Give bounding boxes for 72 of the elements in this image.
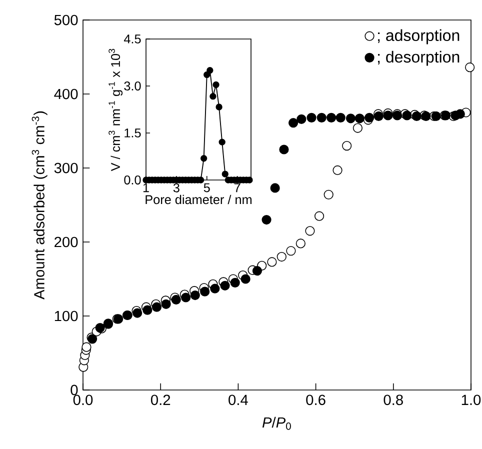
point xyxy=(352,123,363,133)
point xyxy=(200,286,210,296)
point xyxy=(142,305,152,315)
point xyxy=(152,302,162,312)
y-tick-label: 400 xyxy=(54,88,78,100)
y-tick-label: 0 xyxy=(70,384,78,396)
y-tick-label: 3.0 xyxy=(124,82,141,90)
x-tick-label: 0.4 xyxy=(228,394,248,406)
point xyxy=(279,144,289,154)
point xyxy=(204,71,210,78)
point xyxy=(262,214,272,225)
x-axis-title: Pore diameter / nm xyxy=(146,194,252,204)
y-tick-label: 0.0 xyxy=(124,176,141,184)
point xyxy=(346,114,356,124)
point xyxy=(190,290,200,300)
legend-label: ; adsorption xyxy=(378,29,460,44)
point xyxy=(326,112,336,122)
point xyxy=(276,252,286,262)
point xyxy=(210,284,220,294)
x-tick-label: 3 xyxy=(173,183,180,192)
point xyxy=(270,183,280,193)
point xyxy=(206,67,214,74)
y-axis-title: V / cm$^{3}$ nm$^{-1}$ g$^{-1}$ x 10$^{3}$ xyxy=(108,48,123,172)
point xyxy=(240,274,250,284)
point xyxy=(354,114,364,124)
point xyxy=(220,280,230,290)
point xyxy=(181,292,191,302)
x-tick-label: 1.0 xyxy=(462,394,481,406)
point xyxy=(212,81,220,88)
x-tick-label: 0.8 xyxy=(384,394,403,406)
point xyxy=(336,112,346,122)
point xyxy=(306,112,316,122)
y-tick-label: 1.5 xyxy=(124,128,141,138)
point xyxy=(465,62,475,72)
y-tick-label: 100 xyxy=(54,310,78,322)
point xyxy=(288,118,298,128)
point xyxy=(332,165,342,176)
y-tick-label: 200 xyxy=(54,236,78,248)
y-tick-label: 300 xyxy=(54,162,78,174)
point xyxy=(324,190,334,200)
legend-label: ; desorption xyxy=(378,50,460,66)
point xyxy=(455,109,465,119)
point xyxy=(296,114,306,124)
point xyxy=(161,299,171,309)
point xyxy=(267,257,277,267)
point xyxy=(252,266,262,276)
point xyxy=(218,138,226,146)
x-tick-label: 1 xyxy=(143,183,149,192)
point xyxy=(342,140,352,151)
y-tick-label: 500 xyxy=(54,14,78,26)
x-tick-label: 5 xyxy=(204,183,210,192)
point xyxy=(296,238,306,248)
y-axis-title: Amount adsorbed (cm$^{3}$ cm$^{-3}$) xyxy=(32,111,48,300)
y-tick-label: 4.5 xyxy=(124,34,141,44)
point xyxy=(383,110,393,120)
x-tick-label: 7 xyxy=(234,183,240,192)
x-tick-label: 0.0 xyxy=(73,394,93,406)
x-axis-title: P/P$_{0}$ xyxy=(262,416,291,430)
point xyxy=(316,112,326,122)
point xyxy=(222,170,228,178)
point xyxy=(286,246,296,256)
point xyxy=(200,155,208,162)
point xyxy=(210,93,216,100)
point xyxy=(364,112,374,122)
point xyxy=(314,211,324,221)
point xyxy=(305,226,315,236)
x-tick-label: 0.6 xyxy=(306,394,326,406)
x-tick-label: 0.2 xyxy=(150,394,170,406)
point xyxy=(216,104,222,110)
point xyxy=(82,342,92,352)
point xyxy=(230,278,240,288)
point xyxy=(171,294,181,305)
